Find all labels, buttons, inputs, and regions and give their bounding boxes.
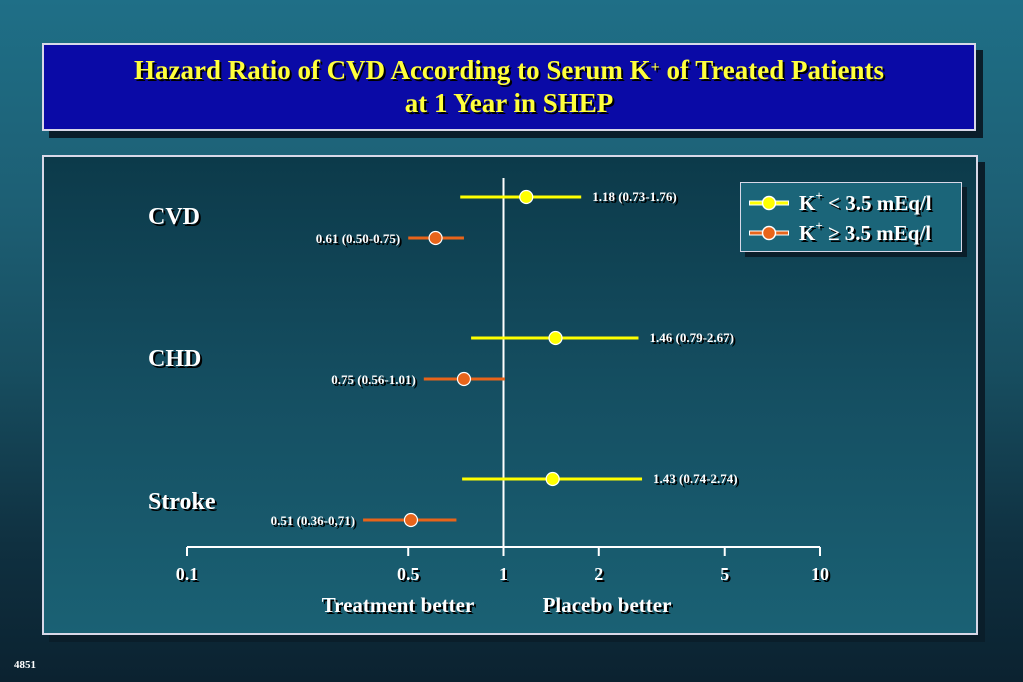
x-tick-label-shadow: 0.5 — [399, 566, 422, 586]
data-label-shadow: 1.43 (0.74-2.74) — [655, 473, 740, 488]
group-label-chd: CHD — [148, 346, 201, 372]
data-label: 0.51 (0.36-0,71) — [271, 513, 356, 528]
group-label-cvd: CVD — [148, 204, 200, 230]
data-label: 0.75 (0.56-1.01) — [331, 372, 416, 387]
x-tick-label-shadow: 2 — [596, 566, 605, 586]
x-tick-label: 0.5 — [397, 564, 420, 584]
annotation-treatment-better: Treatment better — [322, 593, 475, 617]
data-label-shadow: 0.75 (0.56-1.01) — [333, 374, 418, 389]
title-box: Hazard Ratio of CVD According to Serum K… — [42, 43, 976, 131]
title-line-2: at 1 Year in SHEP — [404, 88, 614, 118]
group-label-chd-shadow: CHD — [150, 348, 203, 374]
slide-number: 4851 — [14, 659, 36, 671]
annotation-placebo-better: Placebo better — [543, 593, 672, 617]
legend-label-high-k: K+ ≥ 3.5 mEq/l — [799, 218, 932, 245]
hr-point — [519, 189, 534, 205]
x-tick-label: 5 — [720, 564, 729, 584]
hr-point — [456, 371, 472, 387]
data-label-shadow: 0.51 (0.36-0,71) — [273, 515, 358, 530]
title-text: Hazard Ratio of CVD According to Serum K — [133, 55, 651, 85]
hr-point — [548, 330, 563, 346]
legend: K+ < 3.5 mEq/l K+ ≥ 3.5 mEq/l — [740, 182, 962, 252]
x-tick-label-shadow: 5 — [722, 566, 731, 586]
data-label: 0.61 (0.50-0.75) — [316, 231, 401, 246]
title-line-1: Hazard Ratio of CVD According to Serum K… — [134, 54, 884, 87]
legend-item-low-k: K+ < 3.5 mEq/l — [747, 188, 932, 217]
data-label-shadow: 1.46 (0.79-2.67) — [651, 332, 736, 347]
data-label: 1.43 (0.74-2.74) — [653, 471, 738, 486]
x-tick-label-shadow: 0.1 — [178, 566, 201, 586]
data-label-shadow: 0.61 (0.50-0.75) — [318, 233, 403, 248]
data-label-shadow: 1.18 (0.73-1.76) — [594, 191, 679, 206]
x-tick-label: 2 — [594, 564, 603, 584]
hr-point — [428, 230, 443, 246]
x-tick-label: 1 — [499, 564, 508, 584]
title-text-post: of Treated Patients — [659, 55, 885, 85]
annotation-placebo-better-shadow: Placebo better — [545, 595, 674, 619]
legend-item-high-k: K+ ≥ 3.5 mEq/l — [747, 218, 932, 247]
annotation-treatment-better-shadow: Treatment better — [324, 595, 477, 619]
legend-swatch-high-k-icon — [747, 223, 791, 243]
legend-swatch-low-k-icon — [747, 193, 791, 213]
data-label: 1.46 (0.79-2.67) — [649, 330, 734, 345]
group-label-stroke: Stroke — [148, 489, 216, 515]
hr-point — [403, 512, 419, 528]
x-tick-label: 10 — [811, 564, 829, 584]
x-tick-label-shadow: 1 — [501, 566, 510, 586]
title-superscript: + — [650, 59, 660, 76]
group-label-cvd-shadow: CVD — [150, 206, 202, 232]
hr-point — [545, 471, 560, 487]
data-label: 1.18 (0.73-1.76) — [592, 189, 677, 204]
legend-label-low-k: K+ < 3.5 mEq/l — [799, 188, 932, 215]
x-tick-label: 0.1 — [176, 564, 199, 584]
x-tick-label-shadow: 10 — [813, 566, 831, 586]
group-label-stroke-shadow: Stroke — [150, 491, 218, 517]
